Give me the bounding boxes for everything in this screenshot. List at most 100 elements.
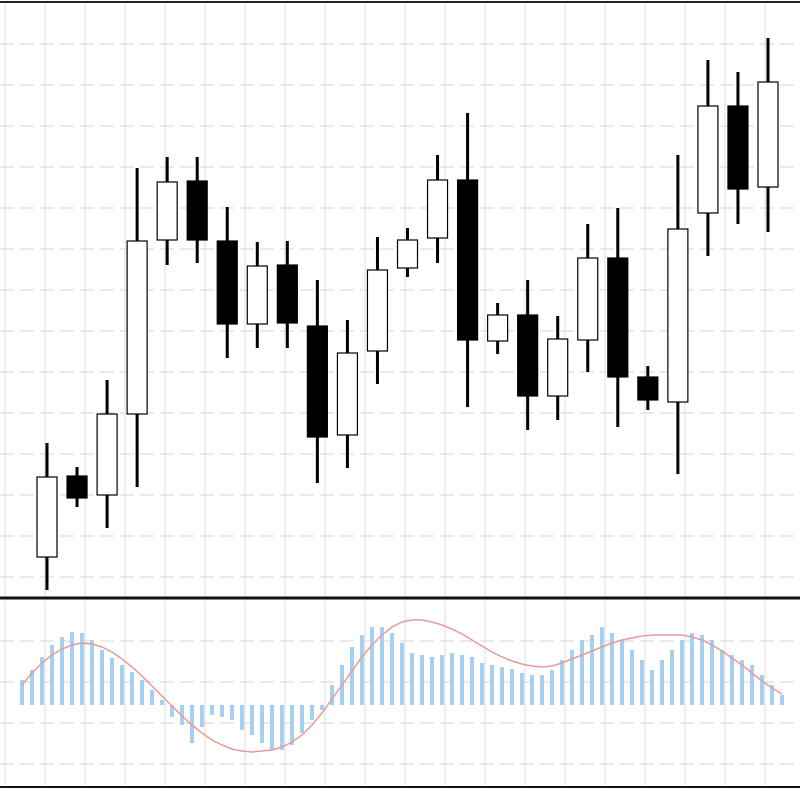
candle-body (216, 240, 238, 325)
candle-body (336, 352, 359, 436)
histogram-bar (500, 667, 504, 705)
candle-body (426, 179, 449, 239)
candle-body (517, 314, 539, 397)
histogram-bar (380, 627, 384, 705)
histogram-bar (20, 680, 24, 705)
histogram-bar (460, 655, 464, 705)
grid (0, 4, 800, 785)
histogram-bar (620, 640, 624, 705)
histogram-bar (410, 653, 414, 705)
oscillator-panel (20, 619, 784, 753)
histogram-bar (710, 640, 714, 705)
histogram-bar (90, 640, 94, 705)
histogram-bar (390, 633, 394, 705)
histogram-bar (220, 705, 224, 717)
histogram-bar (780, 695, 784, 705)
candle-body (126, 240, 148, 415)
histogram-bar (130, 672, 134, 705)
histogram-bar (40, 657, 44, 705)
histogram-bar (520, 673, 524, 705)
histogram-bar (470, 657, 474, 705)
histogram-bar (250, 705, 254, 735)
histogram-bar (110, 658, 114, 705)
histogram-bar (640, 660, 644, 705)
histogram-bar (540, 675, 544, 705)
histogram-bar (270, 705, 274, 750)
histogram-bar (170, 705, 174, 717)
histogram-bar (300, 705, 304, 733)
histogram-bar (440, 655, 444, 705)
histogram-bar (80, 633, 84, 705)
histogram-bar (260, 705, 264, 743)
candle-body (366, 269, 389, 352)
candle-body (36, 476, 58, 558)
candle-body (246, 265, 268, 325)
candle-body (727, 105, 749, 190)
candle-body (66, 475, 88, 499)
histogram-bar (150, 690, 154, 705)
histogram-bar (760, 675, 764, 705)
candle-body (96, 413, 118, 496)
histogram-bar (570, 650, 574, 705)
histogram-bar (740, 660, 744, 705)
histogram-bar (690, 633, 694, 705)
candle-body (637, 376, 659, 401)
histogram-bar (480, 663, 484, 705)
histogram-bar (610, 633, 614, 705)
histogram-bar (680, 640, 684, 705)
histogram-bar (320, 705, 324, 710)
histogram-bar (660, 660, 664, 705)
histogram-bar (560, 660, 564, 705)
histogram-bar (510, 669, 514, 705)
histogram-bar (370, 627, 374, 705)
histogram-bar (700, 635, 704, 705)
histogram-bar (400, 643, 404, 705)
histogram-bar (280, 705, 284, 750)
candle-body (547, 338, 569, 397)
histogram-bar (590, 635, 594, 705)
histogram-bar (450, 653, 454, 705)
candle-body (577, 257, 599, 341)
histogram-bar (720, 650, 724, 705)
candle-body (456, 179, 479, 341)
histogram-bar (60, 637, 64, 705)
histogram-bar (120, 665, 124, 705)
histogram-bar (490, 665, 494, 705)
candlestick-panel (36, 38, 779, 590)
histogram-bar (310, 705, 314, 720)
histogram-bar (360, 635, 364, 705)
histogram-bar (100, 650, 104, 705)
candle-body (757, 81, 779, 188)
histogram-bar (350, 647, 354, 705)
histogram-bar (630, 650, 634, 705)
histogram-bar (420, 655, 424, 705)
histogram-bar (160, 700, 164, 705)
candle-body (697, 105, 719, 214)
histogram-bar (430, 657, 434, 705)
candle-body (607, 257, 629, 378)
histogram-bar (50, 645, 54, 705)
signal-line (21, 619, 783, 753)
candle-body (276, 264, 298, 324)
histogram-bar (200, 705, 204, 727)
histogram-bar (770, 685, 774, 705)
histogram-bar (580, 640, 584, 705)
histogram-bar (550, 670, 554, 705)
histogram-bar (650, 670, 654, 705)
histogram-bar (140, 680, 144, 705)
candle-body (667, 228, 689, 403)
histogram-bar (230, 705, 234, 720)
histogram-bar (600, 627, 604, 705)
histogram-bar (330, 685, 334, 705)
histogram-bar (730, 655, 734, 705)
candle-body (396, 239, 419, 269)
histogram-bar (750, 665, 754, 705)
histogram-bar (290, 705, 294, 745)
histogram-bar (70, 632, 74, 705)
candle-body (306, 325, 328, 438)
histogram-bar (670, 650, 674, 705)
histogram-bar (240, 705, 244, 730)
candle-body (156, 181, 178, 241)
